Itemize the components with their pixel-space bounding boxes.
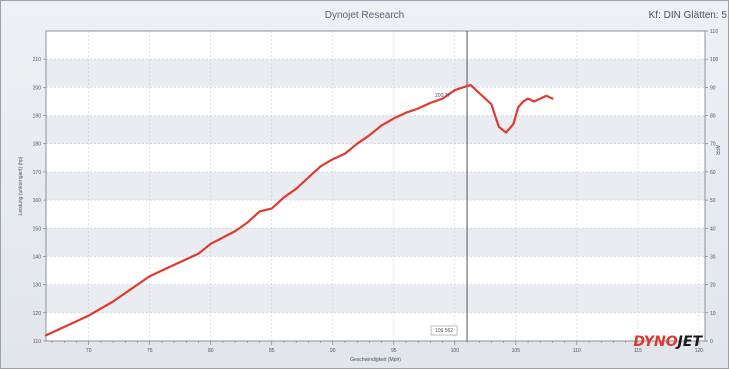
plot-bands (46, 59, 705, 313)
plot-border (45, 30, 706, 342)
power-curve (44, 83, 554, 337)
y2-tick-label: 60 (710, 170, 716, 176)
y-tick-label: 140 (33, 254, 42, 260)
y-tick-label: 200 (33, 85, 42, 91)
y2-tick-label: 90 (710, 85, 716, 91)
y2-tick-label: 0 (710, 339, 713, 345)
y-tick-label: 180 (33, 142, 42, 148)
cursor-x-box (430, 325, 458, 336)
y-tick-label: 160 (33, 198, 42, 204)
y-tick-label: 130 (33, 283, 42, 289)
y2-tick-label: 20 (710, 283, 716, 289)
x-tick-label: 115 (634, 348, 642, 354)
y-tick-label: 150 (33, 226, 42, 232)
x-tick-label: 80 (208, 348, 214, 354)
x-tick-label: 120 (695, 348, 704, 354)
y-tick-label: 110 (33, 339, 41, 345)
svg-text:DYNOJET: DYNOJET (633, 334, 703, 350)
cursor-x-label: 106.562 (435, 328, 453, 334)
y-tick-label: 190 (33, 114, 42, 120)
y-axis-label: Leistung (unkorrigiert) (hp) (18, 156, 24, 215)
chart-title: Dynojet Research (324, 10, 405, 21)
logo-part-dyno: DYNO (633, 334, 677, 350)
logo-part-jet: JET (675, 334, 704, 350)
y2-tick-label: 50 (710, 198, 716, 204)
y2-tick-label: 80 (710, 114, 716, 120)
x-tick-label: 70 (86, 348, 92, 354)
grid-band (46, 59, 705, 88)
correction-factor-label: Kf: DIN Glätten: 5 (648, 10, 727, 21)
y-tick-label: 210 (33, 57, 42, 63)
y2-axis-ticks: 0 10 20 30 40 50 60 70 80 90 100 110 (705, 29, 719, 345)
x-tick-label: 95 (391, 348, 397, 354)
x-tick-label: 100 (451, 348, 460, 354)
y2-tick-label: 10 (710, 311, 716, 317)
x-axis-ticks: 70 75 80 85 90 95 100 105 110 115 120 (51, 341, 704, 354)
x-tick-label: 90 (330, 348, 336, 354)
x-tick-label: 75 (147, 348, 153, 354)
y2-tick-label: 110 (710, 29, 718, 35)
y-tick-label: 170 (33, 170, 42, 176)
y2-axis-label: AFR (714, 145, 720, 155)
y-tick-label: 120 (33, 311, 42, 317)
y2-tick-label: 30 (710, 254, 716, 260)
grid-band (46, 284, 705, 313)
y2-tick-label: 40 (710, 226, 716, 232)
x-axis-label: Geschwindigkeit (Mph) (350, 357, 401, 363)
y2-tick-label: 100 (710, 57, 719, 63)
x-tick-label: 110 (573, 348, 581, 354)
y2-tick-label: 70 (710, 142, 716, 148)
grid-band (46, 228, 705, 257)
x-tick-label: 85 (269, 348, 275, 354)
dynojet-logo: DYNOJET (633, 334, 703, 350)
y-axis-ticks: 110 120 130 140 150 160 170 180 190 200 210 (33, 57, 46, 345)
x-tick-label: 105 (512, 348, 521, 354)
grid-band (46, 171, 705, 201)
cursor-value-label: 200.77 (435, 93, 451, 99)
